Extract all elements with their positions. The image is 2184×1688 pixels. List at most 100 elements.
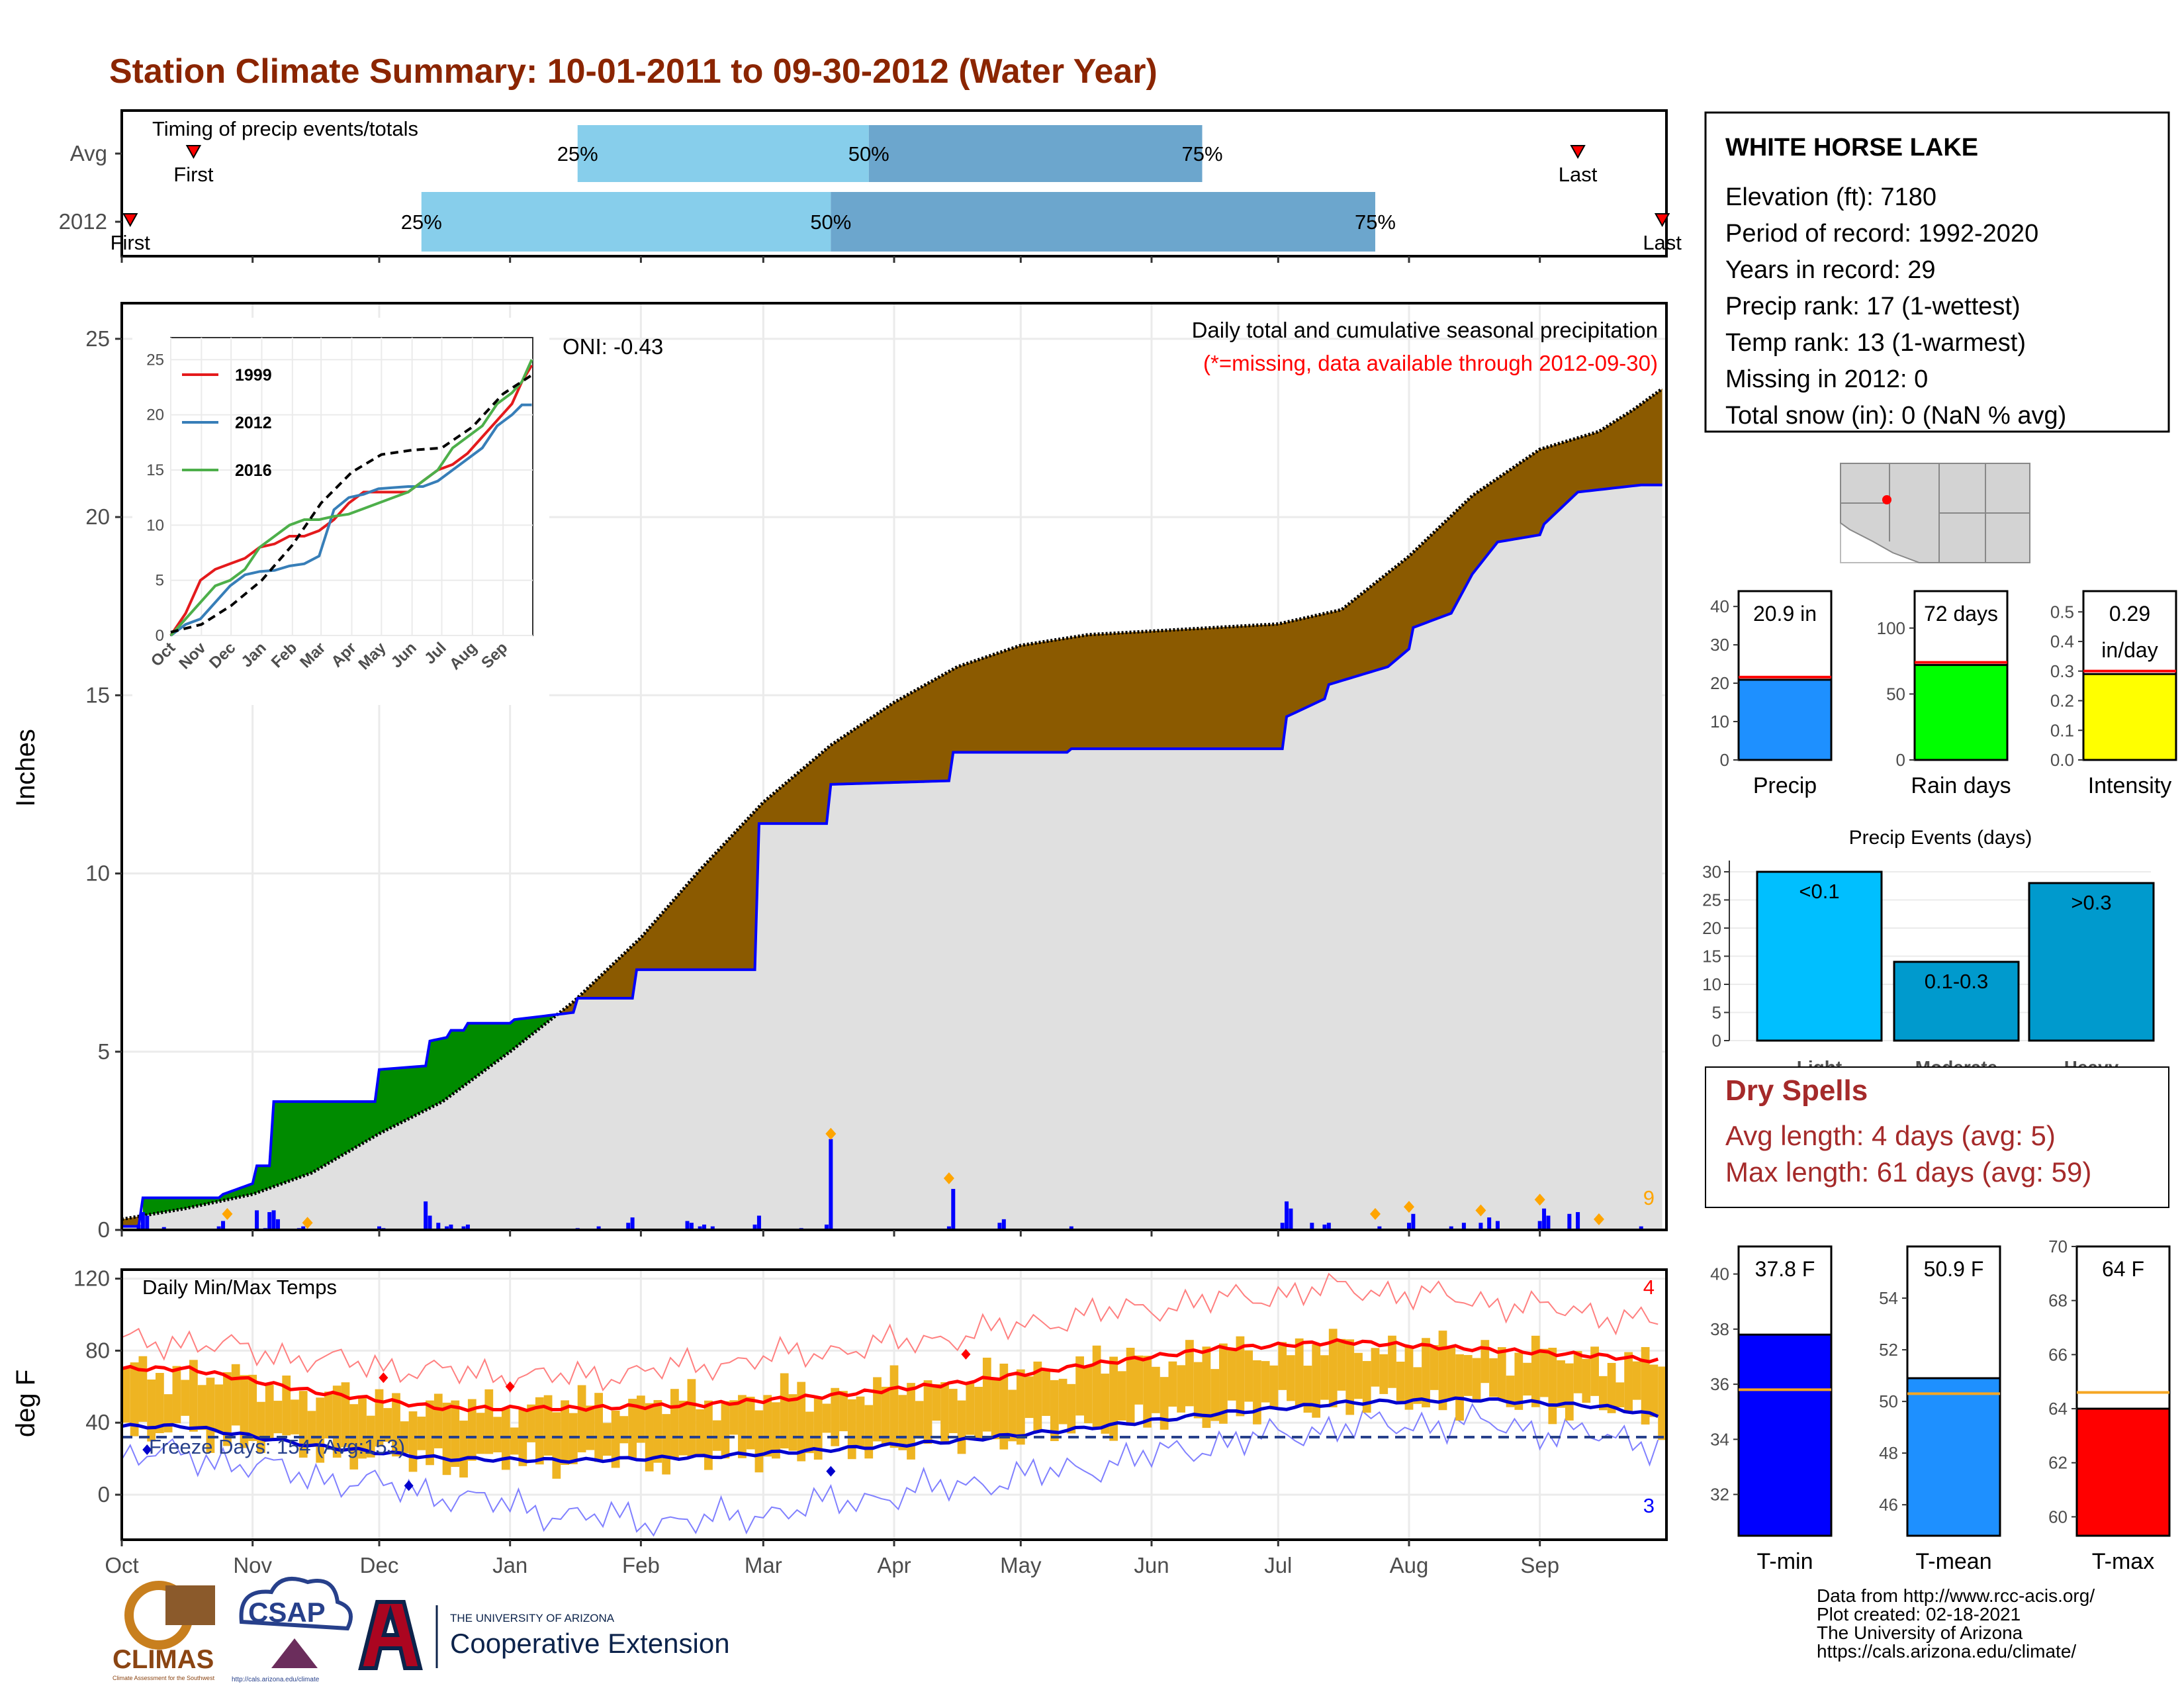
temp-summary-0-ytick-label: 34 [1710,1429,1729,1449]
temp-ytick-label: 40 [85,1410,110,1434]
inset-ytick-label: 25 [146,351,164,369]
extreme-precip-marker [1534,1194,1545,1206]
daily-temp-range-bar [1345,1339,1355,1415]
daily-temp-range-bar [628,1399,637,1458]
daily-temp-range-bar [1033,1361,1042,1432]
daily-temp-range-bar [535,1397,544,1465]
first-event-marker [185,145,202,160]
month-label: Aug [1390,1553,1429,1577]
temperature-panel: Daily Min/Max Temps 4 3 Freeze Days: 154… [11,1266,1668,1577]
temp-summary-0-category-label: T-min [1757,1549,1813,1574]
month-label: Apr [877,1553,911,1577]
daily-temp-range-bar [602,1423,612,1456]
record-high-line [121,1272,1659,1393]
inset-ytick-label: 20 [146,406,164,424]
temp-summary-2-ytick-label: 70 [2048,1237,2068,1256]
daily-temp-range-bar [864,1405,874,1459]
daily-temp-range-bar [231,1364,240,1426]
daily-temp-range-bar [291,1399,299,1434]
daily-temp-range-bar [442,1402,451,1476]
daily-temp-range-bar [122,1366,130,1423]
daily-temp-range-bar [637,1395,645,1443]
timing-label-50: 50% [848,142,889,165]
daily-temp-range-bar [813,1396,823,1460]
daily-temp-range-bar [1539,1348,1549,1397]
daily-temp-range-bar [1303,1366,1312,1413]
daily-temp-range-bar [721,1401,730,1459]
daily-precip-bar [161,1227,166,1230]
dry-spells-avg: Avg length: 4 days (avg: 5) [1725,1120,2056,1151]
daily-temp-range-bar [754,1410,764,1473]
daily-temp-range-bar [214,1384,224,1433]
daily-temp-range-bar [940,1382,949,1444]
extreme-precip-marker [943,1172,954,1184]
precip-events-ytick-label: 10 [1702,974,1721,994]
daily-temp-range-bar [156,1373,164,1434]
daily-temp-range-bar [831,1387,840,1446]
daily-temp-range-bar [248,1374,257,1441]
precip-summary-0-ytick-label: 40 [1710,596,1729,616]
daily-precip-bar [1326,1223,1331,1230]
daily-precip-bar [216,1226,221,1230]
daily-temp-range-bar [1193,1362,1203,1419]
map-region [1840,463,2030,563]
daily-temp-range-bar [501,1408,510,1470]
precip-subtitle: (*=missing, data available through 2012-… [1203,351,1658,375]
daily-precip-bar [1537,1221,1542,1230]
daily-temp-range-bar [1362,1361,1371,1413]
daily-temp-range-bar [839,1391,848,1432]
inset-series-2012 [169,403,532,637]
daily-temp-range-bar [788,1394,797,1451]
footer-line-created: Plot created: 02-18-2021 [1817,1604,2021,1624]
daily-precip-bar [461,1226,466,1230]
daily-temp-range-bar [206,1378,215,1453]
precip-summary-2-bar [2082,673,2177,761]
record-low-marker [826,1466,836,1477]
daily-temp-range-bar [1404,1346,1414,1410]
daily-temp-range-bar [1489,1358,1498,1397]
daily-temp-range-bar [772,1402,780,1459]
daily-precip-bar [428,1215,432,1230]
daily-temp-range-bar [138,1356,148,1422]
daily-precip-bar [1639,1226,1643,1230]
last-event-marker [1570,145,1586,160]
daily-temp-range-bar [1379,1354,1388,1394]
station-line-temp-rank: Temp rank: 13 (1-warmest) [1725,329,2026,357]
record-low-marker [404,1480,414,1491]
temp-summary-1-value-label: 50.9 F [1924,1257,1984,1281]
daily-precip-bar [1377,1226,1382,1230]
daily-temp-range-bar [1649,1364,1659,1417]
precip-summary-1-value-label: 72 days [1924,602,1998,626]
surplus-area [142,1014,557,1216]
precip-events-ytick-label: 20 [1702,918,1721,938]
precip-ytick-label: 20 [85,504,110,529]
daily-temp-range-bar [408,1411,418,1472]
precip-summary-0-ytick-label: 10 [1710,712,1729,731]
station-line-snow: Total snow (in): 0 (NaN % avg) [1725,402,2066,430]
temp-summary-2-ytick-label: 62 [2048,1453,2068,1473]
daily-temp-range-bar [451,1400,460,1467]
daily-temp-range-bar [1430,1345,1439,1390]
daily-precip-bar [136,1224,141,1230]
daily-precip-bar [689,1223,694,1230]
ua-small-text: THE UNIVERSITY OF ARIZONA [450,1612,615,1624]
daily-temp-range-bar [1598,1376,1608,1411]
station-name: WHITE HORSE LAKE [1725,134,1978,162]
daily-temp-range-bar [1497,1347,1506,1401]
daily-temp-range-bar [1506,1376,1515,1407]
daily-precip-bar [1449,1226,1453,1230]
avg-min-temp-line [121,1396,1659,1464]
daily-temp-range-bar [1396,1361,1405,1403]
daily-precip-bar [1479,1223,1483,1230]
footer: Data from http://www.rcc-acis.org/ Plot … [113,1577,2095,1683]
daily-temp-range-bar [738,1395,747,1458]
daily-precip-bar [465,1224,470,1230]
daily-temp-range-bar [1261,1361,1270,1403]
deficit-area [561,389,1662,1014]
daily-temp-range-bar [678,1401,688,1456]
daily-temp-range-bar [543,1395,553,1456]
daily-temp-range-bar [1582,1358,1591,1403]
precip-summary-2-ytick-label: 0.2 [2050,691,2074,711]
daily-precip-bar [271,1210,276,1230]
